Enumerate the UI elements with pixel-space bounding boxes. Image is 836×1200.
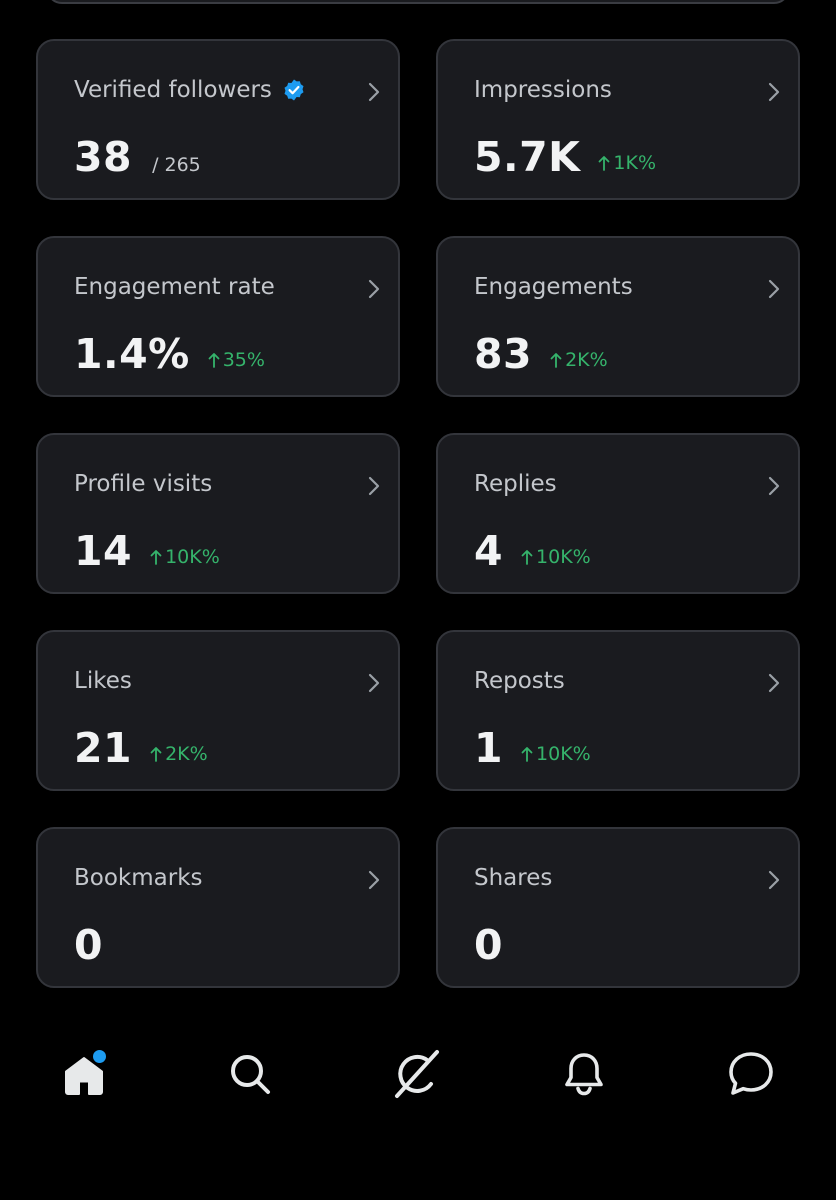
metric-value: 83 [474,330,533,378]
nav-search[interactable] [222,1046,278,1102]
metric-card-likes[interactable]: Likes 21 2K% [36,630,400,791]
arrow-up-icon [550,353,562,368]
metric-change: 10K% [521,546,591,568]
metric-change: 10K% [150,546,220,568]
metric-title: Impressions [474,77,612,103]
metric-value: 0 [74,921,104,969]
metric-change: 10K% [521,743,591,765]
metric-card-verified-followers[interactable]: Verified followers 38 / 265 [36,39,400,200]
metric-label: Shares [474,865,553,891]
metric-label: Verified followers [74,77,272,103]
metric-label: Bookmarks [74,865,203,891]
metric-value-row: 0 [74,921,103,969]
metric-change-value: 10K% [536,743,591,765]
bottom-nav-bar [0,1030,836,1120]
chevron-right-icon [368,476,380,496]
chevron-right-icon [768,476,780,496]
metric-change-value: 10K% [165,546,220,568]
metrics-grid: Verified followers 38 / 265 Impressions … [36,39,800,988]
metric-value-row: 5.7K 1K% [474,133,656,181]
metric-value: 14 [74,527,133,575]
metric-value: 38 [74,133,133,181]
metric-value-row: 21 2K% [74,724,208,772]
search-icon [231,1055,270,1094]
metric-value-row: 0 [474,921,503,969]
metric-value: 0 [474,921,504,969]
arrow-up-icon [208,353,220,368]
nav-home[interactable] [56,1046,112,1102]
metric-change-value: 35% [222,349,265,371]
metric-card-impressions[interactable]: Impressions 5.7K 1K% [436,39,800,200]
metric-change-value: 1K% [613,152,657,174]
arrow-up-icon [521,747,533,762]
home-icon [65,1057,103,1095]
metric-label: Engagements [474,274,633,300]
metric-change: 2K% [550,349,608,371]
nav-notifications[interactable] [556,1046,612,1102]
metric-change: 2K% [150,743,208,765]
bell-icon [565,1053,603,1096]
metric-value-row: 83 2K% [474,330,608,378]
metric-change: 1K% [598,152,656,174]
grok-icon [395,1050,439,1098]
metric-title: Profile visits [74,471,212,497]
metric-value-row: 38 / 265 [74,133,201,181]
notification-dot [91,1048,108,1065]
arrow-up-icon [599,156,610,171]
arrow-up-icon [521,550,533,565]
metric-value: 21 [74,724,133,772]
metric-title: Engagements [474,274,633,300]
metric-card-engagements[interactable]: Engagements 83 2K% [436,236,800,397]
arrow-up-icon [150,550,162,565]
metric-value-row: 14 10K% [74,527,220,575]
metric-title: Bookmarks [74,865,203,891]
metric-title: Likes [74,668,132,694]
chevron-right-icon [768,870,780,890]
metric-card-bookmarks[interactable]: Bookmarks 0 [36,827,400,988]
metric-change-value: 10K% [536,546,591,568]
metric-change-value: 2K% [565,349,608,371]
metric-value-row: 1 10K% [474,724,591,772]
metric-value: 5.7K [474,133,581,181]
metric-value: 4 [474,527,504,575]
metric-total: / 265 [152,154,201,176]
metric-value-row: 4 10K% [474,527,591,575]
nav-messages[interactable] [723,1046,779,1102]
metric-change-value: 2K% [165,743,208,765]
metric-card-reposts[interactable]: Reposts 1 10K% [436,630,800,791]
metric-label: Engagement rate [74,274,275,300]
chevron-right-icon [768,673,780,693]
metric-label: Reposts [474,668,565,694]
metric-card-profile-visits[interactable]: Profile visits 14 10K% [36,433,400,594]
metric-value-row: 1.4% 35% [74,330,265,378]
verified-badge-icon [284,79,304,101]
metric-value: 1 [474,724,504,772]
metric-title: Engagement rate [74,274,275,300]
metric-title: Replies [474,471,557,497]
metric-label: Likes [74,668,132,694]
metric-label: Profile visits [74,471,213,497]
metric-label: Impressions [474,77,612,103]
metric-title: Reposts [474,668,565,694]
chevron-right-icon [368,279,380,299]
metric-title: Verified followers [74,77,306,103]
nav-grok[interactable] [389,1046,445,1102]
metric-card-shares[interactable]: Shares 0 [436,827,800,988]
metric-value: 1.4% [74,330,190,378]
chevron-right-icon [768,82,780,102]
chevron-right-icon [768,279,780,299]
chevron-right-icon [368,82,380,102]
metric-card-replies[interactable]: Replies 4 10K% [436,433,800,594]
metric-card-engagement-rate[interactable]: Engagement rate 1.4% 35% [36,236,400,397]
arrow-up-icon [150,747,162,762]
previous-card-edge [46,0,790,4]
chevron-right-icon [368,870,380,890]
metric-change: 35% [208,349,265,371]
metric-label: Replies [474,471,557,497]
metric-title: Shares [474,865,552,891]
chevron-right-icon [368,673,380,693]
chat-icon [729,1052,773,1095]
